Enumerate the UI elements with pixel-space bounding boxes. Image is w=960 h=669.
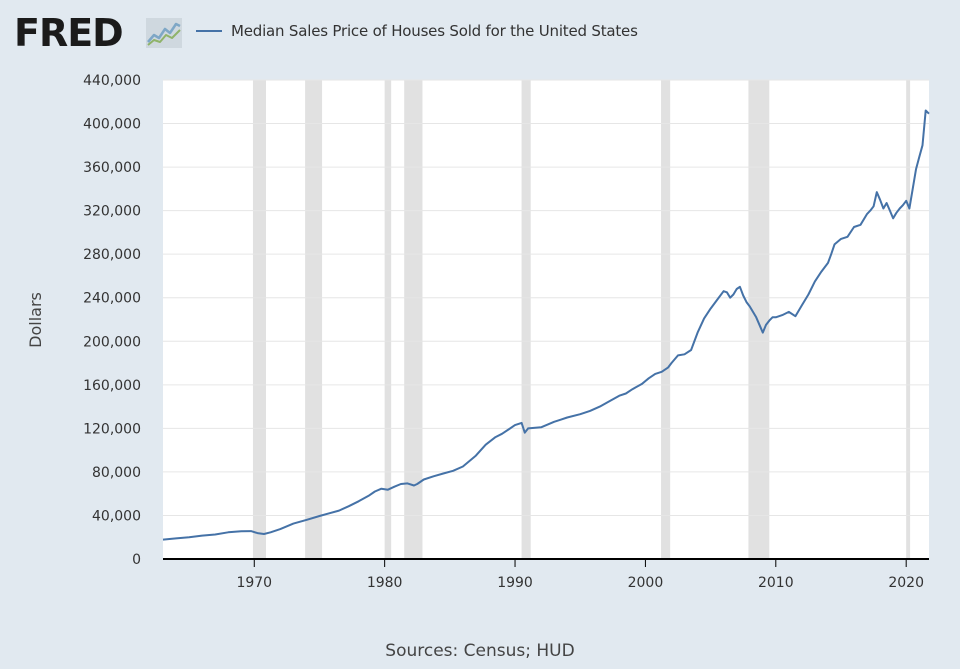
y-axis-ticks: 0 40,000 80,000 120,000 160,000 200,000 240,00… (83, 73, 141, 568)
recession-bands (252, 80, 911, 559)
x-tick-label: 2010 (758, 575, 794, 591)
grid-lines (163, 79, 929, 516)
y-tick-label: 280,000 (83, 247, 141, 263)
recession-band (906, 80, 911, 559)
y-tick-label: 120,000 (83, 421, 141, 437)
y-tick-label: 360,000 (83, 160, 141, 176)
y-tick-label: 40,000 (92, 508, 141, 524)
y-tick-label: 200,000 (83, 334, 141, 350)
x-tick-label: 1980 (367, 575, 403, 591)
y-axis-label: Dollars (26, 292, 45, 348)
y-tick-label: 400,000 (83, 117, 141, 133)
x-axis-ticks: 1970 1980 1990 2000 2010 2020 (236, 559, 924, 591)
plot-area (163, 80, 929, 559)
legend-label: Median Sales Price of Houses Sold for th… (231, 22, 638, 40)
fred-graph-icon (146, 18, 182, 48)
x-tick-label: 2000 (628, 575, 664, 591)
recession-band (748, 80, 770, 559)
legend: Median Sales Price of Houses Sold for th… (196, 20, 638, 42)
series-layer (162, 109, 930, 541)
fred-logo[interactable]: FRED (14, 11, 124, 55)
recession-band (384, 80, 392, 559)
x-tick-label: 1970 (236, 575, 272, 591)
header: FRED Median Sales Price of Houses Sold f… (0, 0, 960, 70)
y-tick-label: 160,000 (83, 378, 141, 394)
recession-band (252, 80, 267, 559)
y-tick-label: 0 (132, 552, 141, 568)
recession-band (305, 80, 323, 559)
y-tick-label: 240,000 (83, 291, 141, 307)
recession-band (404, 80, 423, 559)
x-tick-label: 1990 (497, 575, 533, 591)
legend-swatch (196, 30, 222, 32)
chart: 0 40,000 80,000 120,000 160,000 200,000 240,00… (26, 73, 930, 591)
x-tick-label: 2020 (888, 575, 924, 591)
y-tick-label: 320,000 (83, 204, 141, 220)
series-line (162, 109, 930, 541)
y-tick-label: 440,000 (83, 73, 141, 89)
recession-band (661, 80, 671, 559)
recession-band (521, 80, 531, 559)
source-note: Sources: Census; HUD (385, 641, 575, 661)
y-tick-label: 80,000 (92, 465, 141, 481)
